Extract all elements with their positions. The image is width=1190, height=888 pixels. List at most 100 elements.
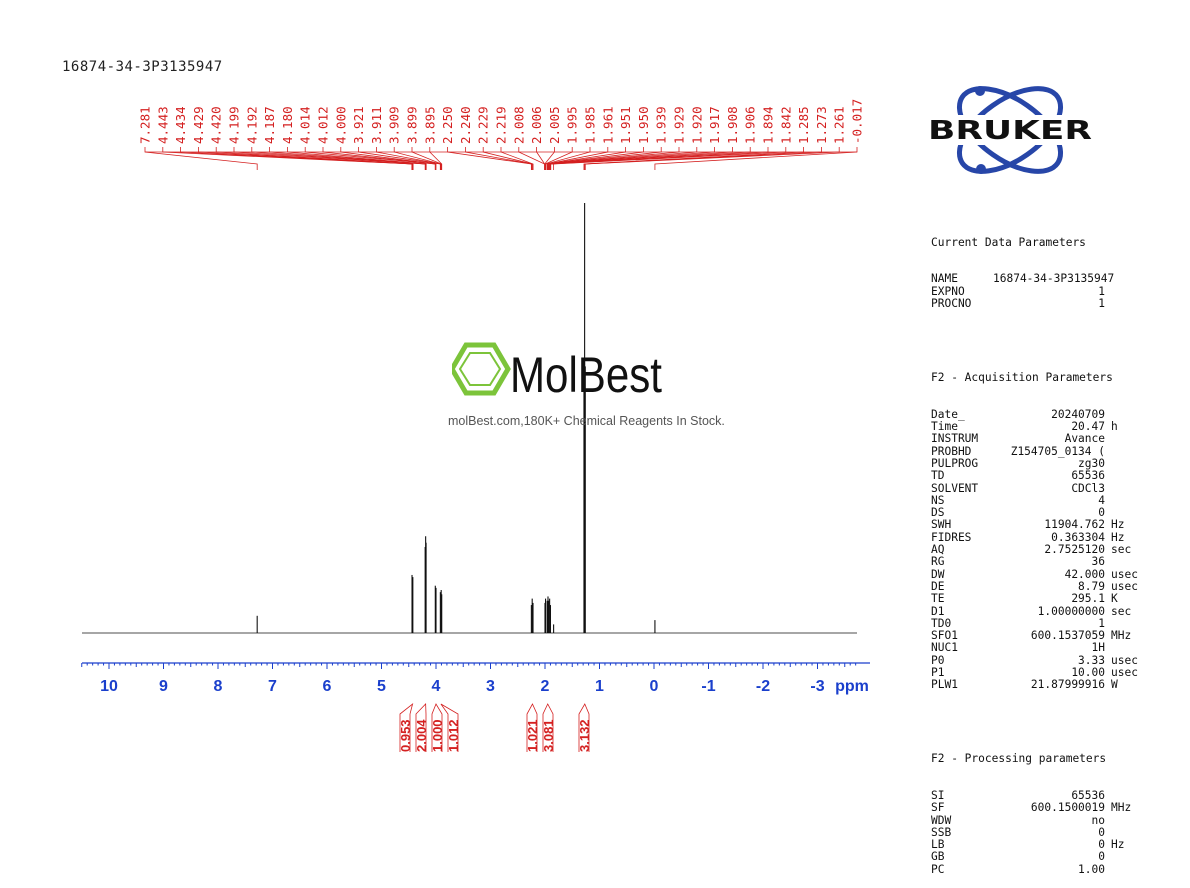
param-value: 0 (1098, 850, 1105, 864)
axis-tick-label: 9 (159, 678, 168, 695)
peak-shift-label: 1.961 (600, 106, 615, 144)
param-name: SI (931, 788, 945, 802)
param-row-name: NAME 16874-34-3P3135947 (931, 272, 1138, 286)
peak-shift-label: 3.909 (387, 106, 402, 144)
peak-label-leader (447, 147, 532, 170)
peak-shift-label: 4.192 (244, 106, 259, 144)
param-row-dw: DW 42.000 usec (931, 567, 1138, 581)
peak-shift-label: 2.240 (458, 106, 473, 144)
param-value: 2.7525120 (1044, 543, 1105, 557)
param-row-si: SI 65536 (931, 788, 1138, 802)
param-name: DE (931, 579, 945, 593)
integral-bracket (526, 703, 538, 752)
param-name: NS (931, 493, 945, 507)
bruker-logo-text: BRUKER (928, 116, 1092, 146)
param-row-swh: SWH 11904.762 Hz (931, 518, 1138, 532)
peak-shift-label: 1.908 (725, 106, 740, 144)
param-unit: Hz (1111, 518, 1125, 532)
param-unit: Hz (1111, 530, 1125, 544)
integral-bracket (542, 703, 554, 752)
peak-shift-label: 1.842 (778, 106, 793, 144)
peak-label-leader (553, 147, 787, 170)
param-value: 42.000 (1064, 567, 1105, 581)
param-value: 1H (1091, 641, 1105, 655)
peak-shift-label: 2.219 (494, 106, 509, 144)
param-row-procno: PROCNO 1 (931, 297, 1138, 310)
peak-shift-label: 1.894 (761, 106, 776, 144)
axis-unit-label: ppm (835, 678, 869, 695)
param-unit (1105, 556, 1111, 568)
integral-bracket (431, 703, 443, 752)
param-name: SFO1 (931, 629, 958, 643)
acquisition-parameters-panel: Current Data Parameters NAME 16874-34-3P3… (931, 212, 1138, 888)
bruker-logo: BRUKER (924, 86, 1096, 174)
hexagon-icon (452, 342, 511, 396)
param-name: AQ (931, 543, 945, 557)
param-row-de: DE 8.79 usec (931, 579, 1138, 593)
acquisition-params-title: F2 - Acquisition Parameters (931, 370, 1113, 384)
peak-shift-label: 4.180 (280, 106, 295, 144)
param-unit (1105, 864, 1111, 876)
param-value: 65536 (1071, 469, 1105, 483)
peak-label-leader (549, 147, 751, 170)
param-value: 3.33 (1078, 653, 1105, 667)
param-unit (1105, 495, 1111, 507)
param-name: TD0 (931, 616, 952, 630)
param-unit (1105, 642, 1111, 654)
peak-label-leader (411, 147, 442, 170)
param-value: Avance (1064, 432, 1105, 446)
param-row-aq: AQ 2.7525120 sec (931, 543, 1138, 557)
processing-params-title: F2 - Processing parameters (931, 752, 1107, 766)
param-unit: usec (1111, 665, 1138, 679)
param-row-td0: TD0 1 (931, 616, 1138, 630)
peak-shift-label: 1.995 (565, 106, 580, 144)
peak-label-leader (547, 147, 644, 170)
peak-shift-label: 3.911 (369, 106, 384, 144)
axis-tick-label: 4 (432, 678, 441, 695)
param-unit: sec (1111, 604, 1132, 618)
peak-shift-label: 7.281 (138, 106, 153, 144)
peak-label-leader (233, 147, 426, 170)
peak-shift-label: 2.008 (511, 106, 526, 144)
integral-value-label: 3.132 (577, 719, 592, 752)
param-name: DS (931, 506, 945, 520)
peak-shift-label: 3.899 (405, 106, 420, 144)
axis-tick-label: -3 (810, 678, 824, 695)
param-name: PC (931, 862, 945, 876)
param-name: SWH (931, 518, 952, 532)
axis-tick-label: 8 (214, 678, 223, 695)
param-name: Time (931, 420, 958, 434)
param-name: DW (931, 567, 945, 581)
peak-shift-label: 1.285 (796, 106, 811, 144)
param-value: 8.79 (1078, 579, 1105, 593)
peak-label-leader (144, 147, 258, 170)
param-name: SF (931, 801, 945, 815)
param-row-ns: NS 4 (931, 493, 1138, 507)
param-name: PULPROG (931, 456, 979, 470)
param-name: WDW (931, 813, 952, 827)
molbest-watermark-logo: MolBest (452, 342, 662, 402)
param-row-p1: P1 10.00 usec (931, 665, 1138, 679)
param-unit (1105, 433, 1111, 445)
param-unit: sec (1111, 543, 1132, 557)
param-row-instrum: INSTRUM Avance (931, 432, 1138, 446)
param-name: FIDRES (931, 530, 972, 544)
peak-label-leader (550, 147, 769, 170)
peak-label-leader (546, 147, 609, 170)
param-row-sf: SF 600.1500019 MHz (931, 801, 1138, 815)
param-value: 16874-34-3P3135947 (993, 272, 1115, 286)
axis-tick-label: -2 (756, 678, 770, 695)
param-row-pulprog: PULPROG zg30 (931, 456, 1138, 470)
peak-label-group: 7.281 4.443 4.434 4.429 4.420 4.199 4.192 4.187… (138, 99, 865, 170)
param-value: 600.1500019 (1030, 801, 1105, 815)
param-unit: usec (1111, 567, 1138, 581)
peak-label-leader (584, 147, 822, 170)
param-row-sfo1: SFO1 600.1537059 MHz (931, 629, 1138, 643)
param-name: D1 (931, 604, 945, 618)
peak-shift-label: 1.920 (689, 106, 704, 144)
peak-shift-label: 4.014 (298, 106, 313, 144)
param-unit: usec (1111, 653, 1138, 667)
peak-shift-label: 4.000 (333, 106, 348, 144)
peak-shift-label: 2.005 (547, 106, 562, 144)
param-row-gb: GB 0 (931, 850, 1138, 864)
